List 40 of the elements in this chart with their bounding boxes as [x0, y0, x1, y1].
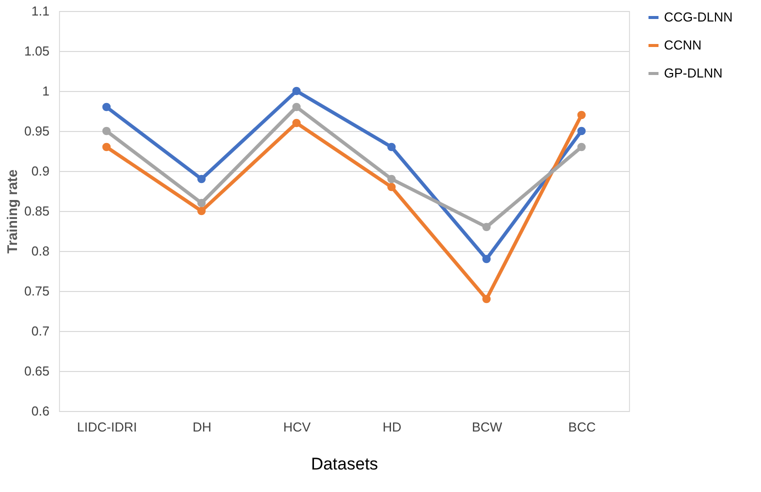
x-axis-title: Datasets: [310, 454, 378, 474]
y-tick-label: 0.95: [24, 124, 50, 138]
point: [577, 142, 586, 152]
y-tick-label: 0.85: [24, 204, 50, 218]
point: [102, 142, 111, 152]
y-tick-label: 0.75: [24, 284, 50, 298]
legend-label: CCG-DLNN: [664, 10, 733, 24]
x-tick-label: BCC: [568, 420, 596, 434]
legend-label: CCNN: [664, 38, 702, 52]
point: [292, 86, 301, 96]
point: [577, 126, 586, 136]
point: [197, 198, 206, 208]
x-tick-label: HCV: [283, 420, 312, 434]
y-tick-label: 0.6: [31, 404, 50, 418]
point: [102, 126, 111, 136]
y-tick-label: 1.1: [31, 4, 50, 18]
x-tick-label: DH: [192, 420, 212, 434]
point: [197, 206, 206, 216]
y-tick-label: 1.05: [24, 44, 50, 58]
y-axis-title: Training rate: [4, 169, 20, 254]
point: [387, 142, 396, 152]
point: [482, 254, 491, 264]
point: [387, 174, 396, 184]
y-tick-label: 0.9: [31, 164, 50, 178]
point: [197, 174, 206, 184]
legend-label: GP-DLNN: [664, 66, 723, 80]
x-tick-label: HD: [382, 420, 402, 434]
y-tick-label: 0.8: [31, 244, 50, 258]
point: [292, 102, 301, 112]
point: [387, 182, 396, 192]
point: [102, 102, 111, 112]
x-tick-label: BCW: [472, 420, 503, 434]
y-tick-label: 0.65: [24, 364, 50, 378]
point: [482, 222, 491, 232]
x-tick-label: LIDC-IDRI: [77, 420, 137, 434]
point: [292, 118, 301, 128]
y-tick-label: 0.7: [31, 324, 50, 338]
point: [482, 294, 491, 304]
y-tick-label: 1: [42, 84, 50, 98]
point: [577, 110, 586, 120]
